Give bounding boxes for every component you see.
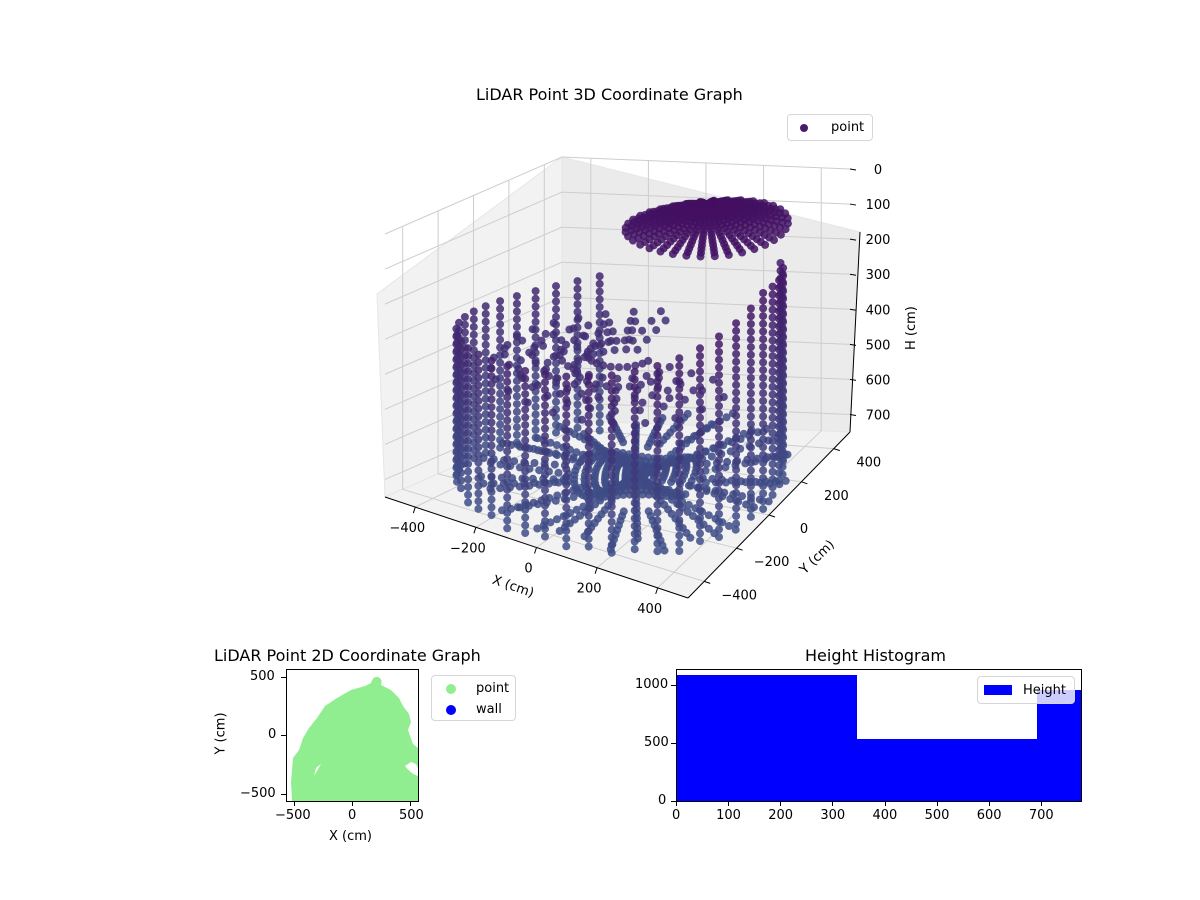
plot2d-xtick-mark — [352, 801, 353, 806]
histogram-ytick-mark — [671, 801, 676, 802]
plot2d-xtick: 0 — [348, 808, 357, 823]
histogram-bar — [1036, 690, 1081, 801]
plot2d-axes — [286, 669, 419, 802]
histogram-xtick: 200 — [768, 808, 794, 823]
plot3d-canvas: X (cm) Y (cm) H (cm) −400 −400 −200 −200 0 0 2… — [376, 156, 919, 617]
plot2d-scatter — [291, 676, 418, 801]
plot3d-tick-label: 600 — [866, 373, 891, 388]
plot3d-xlabel: X (cm) — [490, 573, 536, 601]
plot2d-ytick-mark — [281, 677, 286, 678]
plot3d-tick-label: 0 — [524, 562, 532, 577]
histogram-bar — [677, 675, 858, 801]
plot3d-tick-label: 700 — [866, 408, 891, 423]
histogram-legend: Height — [977, 676, 1075, 704]
histogram-ytick: 0 — [658, 793, 667, 808]
plot2d-ytick-mark — [281, 794, 286, 795]
histogram-xtick-mark — [832, 801, 834, 806]
plot3d-tick-label: 0 — [874, 163, 882, 178]
histogram-xtick: 600 — [976, 808, 1002, 823]
plot3d-tick-label: 500 — [866, 338, 891, 353]
plot2d-legend: point wall — [431, 675, 516, 721]
plot3d-ticks — [412, 168, 857, 595]
plot3d-tick-label: 400 — [637, 602, 662, 617]
histogram-xtick-mark — [936, 801, 938, 806]
plot2d-ytick-mark — [281, 735, 286, 736]
plot3d-tick-label: 0 — [800, 522, 808, 537]
histogram-ytick-mark — [671, 743, 676, 745]
plot2d-ytick: −500 — [240, 786, 276, 801]
legend-label-wall: wall — [476, 702, 502, 717]
histogram-xtick-mark — [1040, 801, 1042, 806]
histogram-xtick: 0 — [672, 808, 681, 823]
plot3d-tick-label: 400 — [856, 456, 881, 471]
histogram-ytick-mark — [671, 685, 676, 687]
histogram-xtick: 100 — [716, 808, 741, 823]
plot3d-tick-label: 200 — [577, 582, 602, 597]
histogram-xtick-mark — [884, 801, 886, 806]
plot2d-title: LiDAR Point 2D Coordinate Graph — [214, 646, 481, 665]
plot2d-ytick: 500 — [250, 669, 275, 684]
histogram-xtick-mark — [676, 801, 677, 806]
point-marker-icon — [800, 123, 808, 132]
histogram-xtick-mark — [728, 801, 730, 806]
histogram-title: Height Histogram — [805, 646, 946, 665]
plot2d-xtick-mark — [294, 801, 295, 806]
plot3d-points — [452, 196, 792, 557]
histogram-xtick-mark — [988, 801, 990, 806]
plot2d-xtick-mark — [410, 801, 411, 806]
legend-item-point: point — [432, 678, 515, 699]
histogram-bar — [856, 738, 1038, 801]
legend-label-point: point — [476, 681, 510, 696]
histogram-xtick-mark — [780, 801, 782, 806]
histogram-xtick: 700 — [1028, 808, 1054, 823]
wall-marker-icon — [446, 704, 456, 715]
plot3d-tick-label: 200 — [824, 489, 849, 504]
plot3d-legend-label: point — [831, 120, 865, 135]
plot2d-xtick: 500 — [399, 808, 424, 823]
histogram-xtick: 300 — [820, 808, 846, 823]
plot3d-tick-label: −400 — [721, 588, 757, 603]
plot2d-ylabel: Y (cm) — [213, 712, 229, 755]
plot3d-ylabel: Y (cm) — [796, 537, 837, 578]
plot3d-title: LiDAR Point 3D Coordinate Graph — [476, 85, 743, 104]
histogram-xtick: 500 — [924, 808, 950, 823]
plot2d-xtick: −500 — [275, 808, 311, 823]
plot3d-tick-label: 100 — [866, 198, 891, 213]
legend-item-wall: wall — [432, 699, 515, 720]
histogram-axes: Height — [676, 669, 1082, 802]
plot3d-tick-label: 300 — [866, 268, 891, 283]
histogram-xtick: 400 — [872, 808, 898, 823]
plot3d-legend: point — [787, 114, 873, 141]
histogram-bars — [677, 670, 1081, 801]
plot2d-xlabel: X (cm) — [329, 829, 372, 844]
plot3d-tick-label: −200 — [754, 555, 790, 570]
plot3d-tick-label: 200 — [866, 233, 891, 248]
plot3d-tick-label: −200 — [450, 541, 486, 556]
histogram-legend-label: Height — [1023, 682, 1066, 698]
plot3d-tick-label: −400 — [389, 521, 425, 536]
point-marker-icon — [446, 683, 456, 694]
height-swatch-icon — [984, 685, 1012, 695]
plot3d-tick-label: 400 — [866, 303, 891, 318]
plot2d-ytick: 0 — [268, 727, 277, 742]
plot3d-zlabel: H (cm) — [904, 306, 919, 350]
histogram-ytick: 500 — [644, 735, 669, 750]
histogram-ytick: 1000 — [635, 677, 669, 692]
